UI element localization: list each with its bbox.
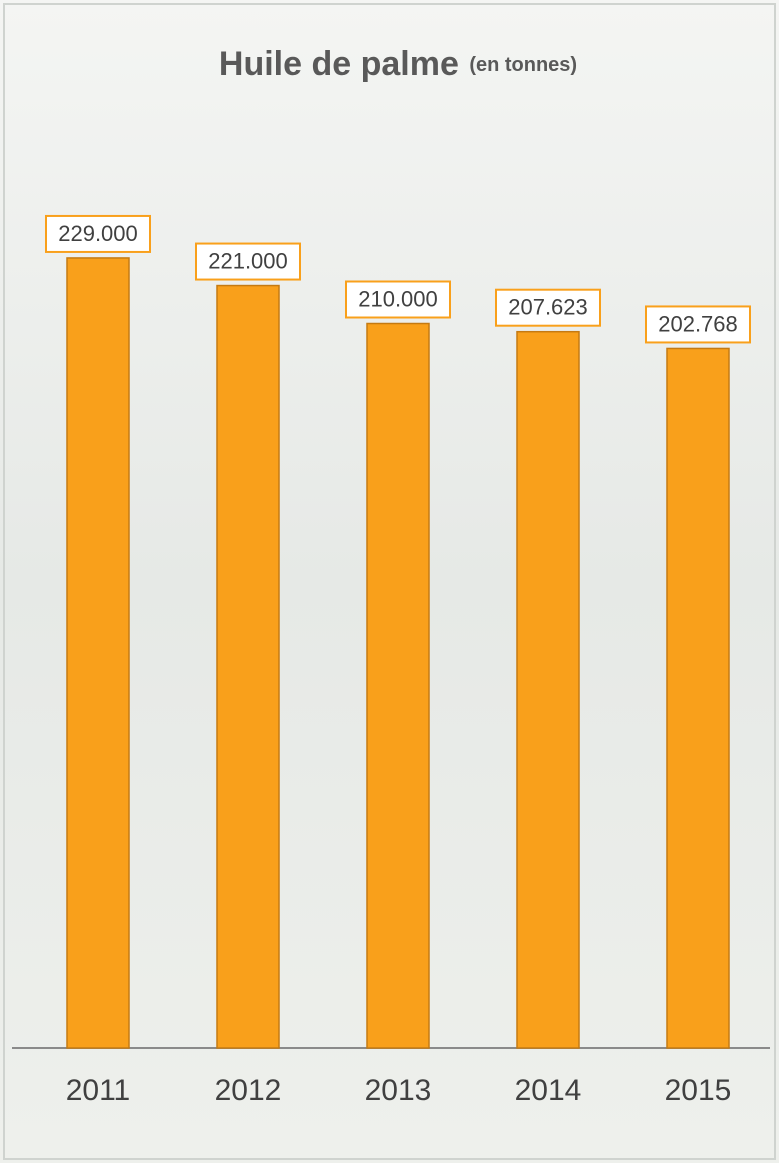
value-label: 202.768 (658, 311, 738, 336)
x-tick-label: 2014 (515, 1074, 582, 1107)
value-label: 229.000 (58, 221, 138, 246)
bar (367, 324, 429, 1049)
bar (667, 348, 729, 1048)
value-label: 210.000 (358, 286, 438, 311)
x-tick-label: 2013 (365, 1074, 432, 1107)
value-label: 221.000 (208, 248, 288, 273)
chart-title: Huile de palme (219, 45, 459, 83)
chart: Huile de palme (en tonnes) 2011 229.000 20… (0, 0, 779, 1163)
bar (67, 258, 129, 1048)
x-tick-label: 2015 (665, 1074, 732, 1107)
x-tick-label: 2011 (66, 1074, 131, 1107)
bar (517, 332, 579, 1048)
bar (217, 286, 279, 1048)
value-label: 207.623 (508, 295, 588, 320)
chart-subtitle: (en tonnes) (469, 54, 577, 76)
x-tick-label: 2012 (215, 1074, 282, 1107)
